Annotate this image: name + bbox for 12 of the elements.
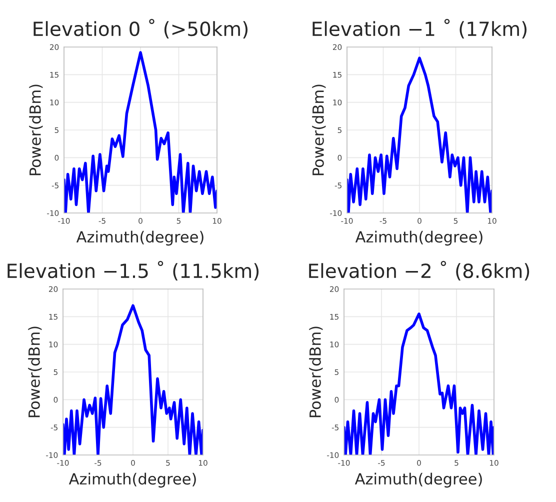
chart-title: Elevation −1 ˚ (17km)	[312, 18, 527, 38]
y-axis-title: Power(dBm)	[29, 84, 43, 176]
x-axis-title: Azimuth(degree)	[76, 230, 204, 246]
chart-title: Elevation −1.5 ˚ (11.5km)	[8, 260, 259, 280]
x-axis-title: Azimuth(degree)	[68, 472, 196, 488]
chart-title: Elevation 0 ˚ (>50km)	[34, 18, 248, 38]
y-axis-title: Power(dBm)	[309, 326, 323, 418]
x-axis-title: Azimuth(degree)	[354, 472, 482, 488]
y-axis-title: Power(dBm)	[28, 326, 42, 418]
chart-title: Elevation −2 ˚ (8.6km)	[309, 260, 530, 280]
y-axis-title: Power(dBm)	[312, 84, 326, 176]
x-axis-title: Azimuth(degree)	[355, 230, 482, 246]
